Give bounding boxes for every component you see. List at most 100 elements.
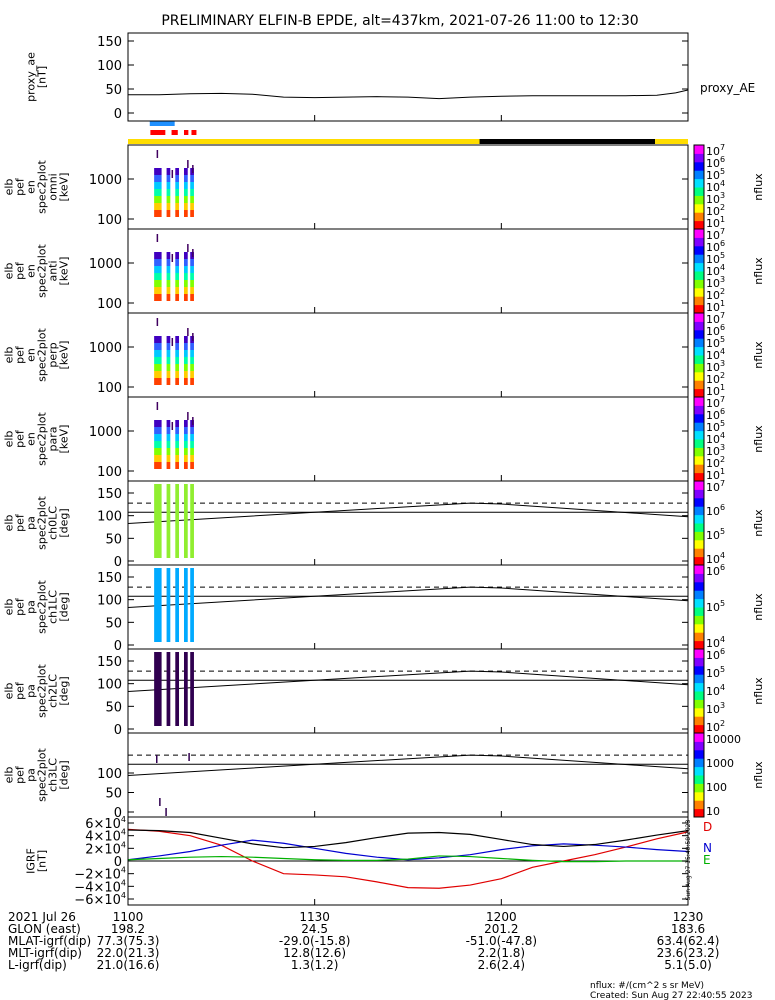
panel-ylabel: ch1LC (47, 590, 60, 624)
spectrogram-pixel (166, 427, 171, 434)
created-note: Created: Sun Aug 27 22:40:55 2023 (590, 991, 752, 1000)
ephemeris-value: 1.3(1.2) (291, 958, 339, 972)
colorbar-tick-exponent: 3 (720, 275, 725, 284)
spectrogram-pixel (175, 652, 180, 726)
colorbar-tick-exponent: 1 (720, 299, 725, 308)
colorbar-tick-exponent: 1 (720, 467, 725, 476)
y-tick-label: 0 (114, 855, 122, 870)
spectrogram-pixel (175, 371, 180, 378)
y-tick-label: −2×104 (74, 866, 126, 883)
spectrogram-pixel (190, 568, 194, 642)
colorbar-tick-exponent: 1 (720, 383, 725, 392)
spectrogram-pixel (184, 259, 188, 266)
spectrogram-pixel (187, 412, 189, 420)
colorbar-tick-exponent: 6 (720, 503, 725, 512)
colorbar-segment (694, 397, 704, 406)
panel-ylabel: ch0LC (47, 506, 60, 540)
colorbar-segment (694, 665, 704, 675)
spectrogram-pixel (175, 182, 180, 189)
spectrogram-pixel (184, 203, 188, 210)
spectrogram-pixel (154, 287, 162, 294)
panel-ylabel: pef (14, 681, 27, 700)
colorbar-segment (694, 657, 704, 667)
spectrogram-pixel (154, 420, 162, 427)
colorbar-tick-exponent: 3 (720, 701, 725, 710)
spectrogram-pixel (154, 168, 162, 175)
ephemeris-value: 23.6(23.2) (657, 946, 720, 960)
colorbar-segment (694, 623, 704, 633)
spectrogram-pixel (184, 378, 188, 385)
spectrogram-pixel (154, 484, 162, 558)
loss-cone-line (127, 502, 689, 525)
spectrogram-pixel (175, 484, 180, 558)
panel-ylabel: spec2plot (36, 580, 49, 634)
colorbar-segment (694, 775, 704, 784)
spectrogram-pixel (154, 259, 162, 266)
colorbar-segment (694, 296, 704, 306)
sunlight-bar-segment (128, 139, 480, 144)
component-label: D (703, 820, 712, 834)
spectrogram-pixel (184, 189, 188, 196)
ephemeris-label: 2021 Jul 26 (8, 910, 76, 924)
colorbar-segment (694, 733, 704, 742)
y-tick-exponent: 4 (121, 866, 126, 875)
colorbar-segment (694, 749, 704, 759)
spectrogram-pixel (190, 652, 194, 726)
y-tick-label: 100 (97, 297, 122, 312)
colorbar-segment (694, 691, 704, 700)
spectrogram-pixel (175, 350, 180, 357)
y-tick-label: 100 (97, 510, 122, 525)
colorbar-segment (694, 724, 704, 734)
colorbar-segment (694, 212, 704, 222)
spectrogram-pixel (166, 455, 171, 462)
colorbar-segment (694, 329, 704, 339)
spectrogram-pixel (190, 427, 194, 434)
y-tick-label: 150 (97, 655, 122, 670)
spectrogram-pixel (188, 753, 190, 761)
colorbar-tick-label: 10 (706, 805, 720, 818)
colorbar-tick-exponent: 4 (720, 431, 725, 440)
spectrogram-pixel (184, 371, 188, 378)
series-label: proxy_AE (700, 81, 755, 95)
spectrogram-pixel (175, 280, 180, 287)
spectrogram-pixel (190, 280, 194, 287)
ephemeris-value: 24.5 (301, 922, 328, 936)
chart-title: PRELIMINARY ELFIN-B EPDE, alt=437km, 202… (161, 13, 638, 29)
panel-ylabel: elb (3, 599, 16, 616)
panel-ylabel: en (25, 180, 38, 194)
panel-ylabel: omni (47, 173, 60, 200)
spectrogram-pixel (156, 234, 159, 242)
igrf-e-line (127, 855, 688, 863)
panel-ylabel: [nT] (36, 850, 49, 872)
y-tick-exponent: 4 (121, 891, 126, 900)
y-tick-exponent: 4 (121, 828, 126, 837)
spectrogram-pixel (175, 336, 180, 343)
loss-cone-line (127, 670, 689, 693)
colorbar-label: nflux (752, 677, 765, 705)
colorbar-tick-exponent: 6 (720, 407, 725, 416)
colorbar-label: nflux (752, 257, 765, 285)
spectrogram-pixel (190, 294, 194, 301)
spectrogram-pixel (166, 294, 171, 301)
colorbar-tick-exponent: 3 (720, 191, 725, 200)
y-tick-label: 150 (97, 487, 122, 502)
spectrogram-pixel (166, 189, 171, 196)
spectrogram-pixel (184, 434, 188, 441)
panel-ylabel: pa (25, 768, 38, 782)
spectrogram-pixel (184, 252, 188, 259)
colorbar-segment (694, 237, 704, 247)
colorbar-segment (694, 581, 704, 591)
colorbar-label: nflux (752, 173, 765, 201)
spectrogram-pixel (190, 350, 194, 357)
spectrogram-pixel (175, 287, 180, 294)
panel-ylabel: [deg] (58, 592, 71, 621)
colorbar-segment (694, 674, 704, 684)
spectrogram-pixel (175, 448, 180, 455)
colorbar-segment (694, 145, 704, 154)
spectrogram-pixel (166, 196, 171, 203)
spectrogram-pixel (190, 455, 194, 462)
spectrogram-pixel (154, 336, 162, 343)
colorbar-tick-label: 100 (706, 781, 727, 794)
colorbar-segment (694, 758, 704, 768)
panel-ylabel: elb (3, 431, 16, 448)
